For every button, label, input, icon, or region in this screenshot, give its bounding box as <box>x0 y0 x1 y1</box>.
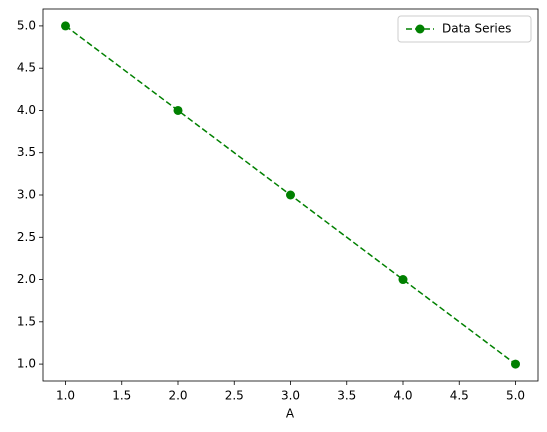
data-point <box>398 275 408 285</box>
x-tick-label: 4.0 <box>393 389 412 403</box>
y-tick-label: 4.5 <box>17 61 36 75</box>
x-tick-label: 2.5 <box>225 389 244 403</box>
x-tick-label: 4.5 <box>450 389 469 403</box>
x-tick-label: 3.5 <box>337 389 356 403</box>
x-tick-label: 1.5 <box>112 389 131 403</box>
y-tick-label: 4.0 <box>17 103 36 117</box>
data-point <box>511 359 520 369</box>
x-tick-label: 2.0 <box>168 389 187 403</box>
y-tick-label: 5.0 <box>17 18 36 32</box>
legend-label: Data Series <box>442 22 511 36</box>
x-tick-label: 1.0 <box>56 389 75 403</box>
data-point <box>61 21 70 31</box>
y-tick-label: 2.0 <box>17 272 36 286</box>
y-tick-label: 1.5 <box>17 314 36 328</box>
plot-frame <box>42 8 539 382</box>
x-tick-label: 3.0 <box>281 389 300 403</box>
y-tick-label: 1.0 <box>17 357 36 371</box>
y-tick-label: 2.5 <box>17 230 36 244</box>
legend-box <box>397 15 532 43</box>
x-axis-label: A <box>286 407 295 421</box>
x-tick-label: 5.0 <box>506 389 525 403</box>
y-tick-label: 3.0 <box>17 188 36 202</box>
y-tick-label: 3.5 <box>17 145 36 159</box>
data-point <box>173 105 183 115</box>
data-point <box>286 190 295 200</box>
legend-marker <box>415 24 425 34</box>
